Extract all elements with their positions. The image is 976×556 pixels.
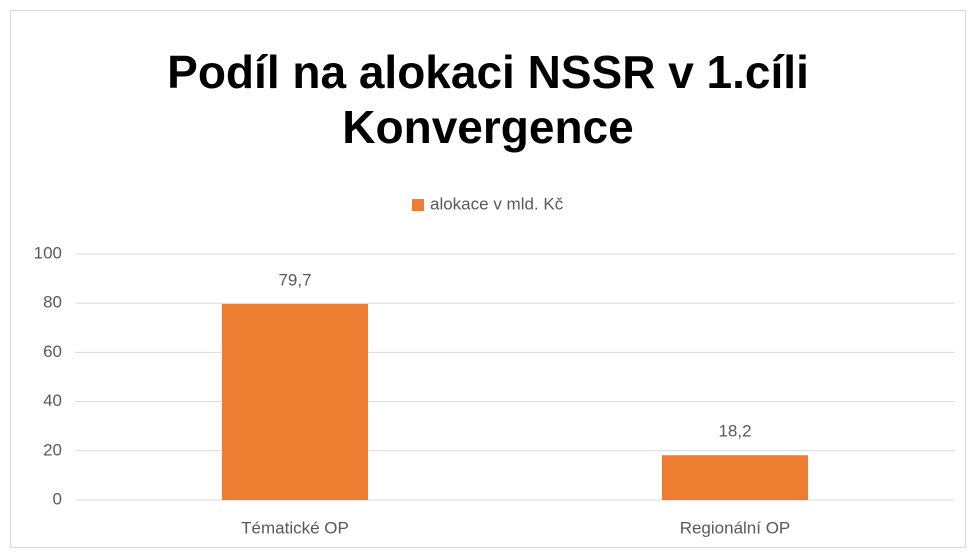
- legend-label: alokace v mld. Kč: [430, 194, 564, 213]
- y-tick-label: 80: [43, 293, 62, 312]
- legend-swatch: [412, 199, 424, 211]
- y-tick-label: 0: [53, 489, 62, 508]
- data-label: 18,2: [718, 422, 751, 441]
- y-tick-label: 20: [43, 440, 62, 459]
- data-label: 79,7: [278, 270, 311, 289]
- chart-title: Podíl na alokaci NSSR v 1.cíli: [167, 46, 809, 98]
- y-tick-label: 100: [34, 243, 62, 262]
- bar: [222, 303, 368, 500]
- bar: [662, 455, 808, 500]
- chart-title: Konvergence: [342, 101, 633, 153]
- y-tick-label: 40: [43, 391, 62, 410]
- x-tick-label: Tématické OP: [241, 518, 349, 537]
- x-tick-label: Regionální OP: [680, 518, 791, 537]
- y-tick-label: 60: [43, 342, 62, 361]
